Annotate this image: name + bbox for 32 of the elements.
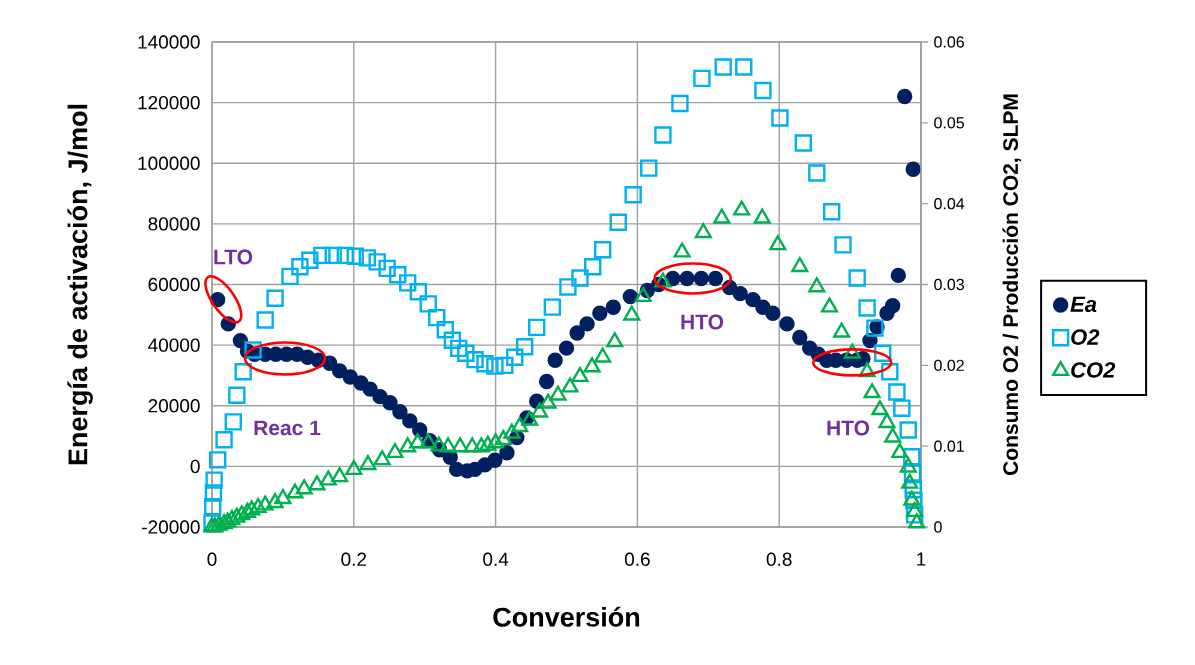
y2-tick-label: 0.03 <box>934 278 964 291</box>
x-tick-label: 1 <box>917 552 926 566</box>
y-tick-label: 120000 <box>138 95 200 110</box>
y2-tick-label: 0.01 <box>934 440 964 452</box>
x-tick-label: 0.4 <box>483 552 509 566</box>
y2-axis-title: Consumo O2 / Producción CO2, SLPM <box>1002 94 1022 475</box>
y-tick-label: 80000 <box>148 217 200 231</box>
y-tick-label: 20000 <box>148 399 200 413</box>
y2-tick-label: 0.05 <box>934 117 964 129</box>
y-tick-label: 0 <box>190 459 200 474</box>
y-tick-label: 100000 <box>138 156 200 170</box>
legend-label: O2 <box>1071 329 1100 345</box>
x-tick-label: 0.8 <box>766 552 792 566</box>
y-tick-label: 60000 <box>148 277 200 292</box>
y-tick-label: -20000 <box>142 520 200 534</box>
y2-tick-label: 0.02 <box>934 359 964 371</box>
x-axis-title: Conversión <box>493 606 640 627</box>
y-axis-title: Energía de activación, J/mol <box>67 104 93 465</box>
legend-label: Ea <box>1070 296 1097 313</box>
legend-label: CO2 <box>1071 362 1116 378</box>
annotation: HTO <box>681 314 724 330</box>
y2-tick-label: 0 <box>934 521 942 533</box>
y-tick-label: 140000 <box>138 35 200 49</box>
x-tick-label: 0.2 <box>341 552 367 566</box>
annotation: LTO <box>214 249 253 265</box>
x-tick-label: 0 <box>207 552 217 566</box>
x-tick-label: 0.6 <box>624 552 650 566</box>
y2-tick-label: 0.04 <box>934 198 965 210</box>
annotation: HTO <box>827 420 870 436</box>
y-tick-label: 40000 <box>148 338 200 352</box>
annotation: Reac 1 <box>254 420 321 436</box>
y2-tick-label: 0.06 <box>934 36 964 48</box>
